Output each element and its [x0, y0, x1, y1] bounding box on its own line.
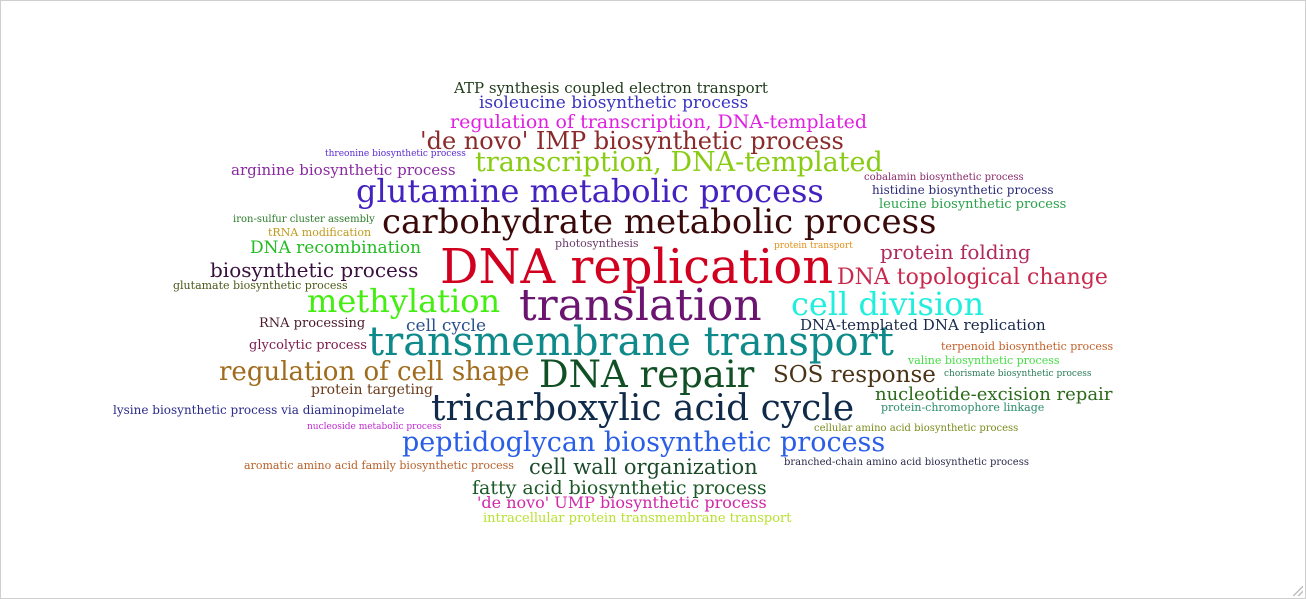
word-cobalamin-biosynthetic-process: cobalamin biosynthetic process — [864, 172, 1024, 183]
word-protein-chromophore-linkage: protein-chromophore linkage — [881, 401, 1045, 414]
word-de-novo-ump-biosynthetic-process: 'de novo' UMP biosynthetic process — [477, 493, 767, 512]
word-fatty-acid-biosynthetic-process: fatty acid biosynthetic process — [472, 477, 767, 499]
word-methylation: methylation — [307, 282, 501, 320]
word-rna-processing: RNA processing — [259, 316, 366, 331]
word-glutamate-biosynthetic-process: glutamate biosynthetic process — [173, 279, 348, 292]
word-isoleucine-biosynthetic-process: isoleucine biosynthetic process — [479, 93, 749, 113]
word-regulation-of-transcription-dna-templated: regulation of transcription, DNA-templat… — [450, 111, 868, 133]
word-threonine-biosynthetic-process: threonine biosynthetic process — [325, 149, 466, 159]
word-lysine-biosynthetic-process-via-diaminopimelate: lysine biosynthetic process via diaminop… — [113, 403, 405, 417]
word-transmembrane-transport: transmembrane transport — [368, 319, 894, 365]
word-dna-recombination: DNA recombination — [250, 238, 422, 258]
word-histidine-biosynthetic-process: histidine biosynthetic process — [872, 183, 1054, 197]
word-cell-cycle: cell cycle — [406, 316, 487, 336]
word-dna-templated-dna-replication: DNA-templated DNA replication — [800, 316, 1046, 334]
word-chorismate-biosynthetic-process: chorismate biosynthetic process — [944, 369, 1092, 379]
word-biosynthetic-process: biosynthetic process — [210, 258, 419, 282]
word-terpenoid-biosynthetic-process: terpenoid biosynthetic process — [941, 340, 1114, 353]
word-carbohydrate-metabolic-process: carbohydrate metabolic process — [382, 202, 937, 242]
word-photosynthesis: photosynthesis — [555, 237, 639, 250]
word-atp-synthesis-coupled-electron-transport: ATP synthesis coupled electron transport — [454, 79, 768, 97]
resize-grip-icon[interactable] — [1293, 586, 1303, 596]
word-translation: translation — [519, 280, 762, 331]
word-dna-topological-change: DNA topological change — [837, 265, 1108, 290]
word-cellular-amino-acid-biosynthetic-process: cellular amino acid biosynthetic process — [814, 423, 1019, 434]
word-protein-transport: protein transport — [774, 241, 853, 251]
word-de-novo-imp-biosynthetic-process: 'de novo' IMP biosynthetic process — [420, 127, 844, 155]
word-protein-folding: protein folding — [880, 240, 1031, 264]
word-tricarboxylic-acid-cycle: tricarboxylic acid cycle — [431, 388, 855, 429]
word-trna-modification: tRNA modification — [268, 226, 372, 239]
word-nucleoside-metabolic-process: nucleoside metabolic process — [307, 422, 442, 432]
word-aromatic-amino-acid-family-biosynthetic-process: aromatic amino acid family biosynthetic … — [244, 459, 514, 472]
word-branched-chain-amino-acid-biosynthetic-process: branched-chain amino acid biosynthetic p… — [784, 457, 1029, 468]
word-dna-replication: DNA replication — [440, 239, 834, 295]
word-sos-response: SOS response — [773, 362, 936, 388]
word-nucleotide-excision-repair: nucleotide-excision repair — [875, 384, 1113, 405]
word-glycolytic-process: glycolytic process — [249, 338, 367, 353]
word-arginine-biosynthetic-process: arginine biosynthetic process — [231, 161, 456, 179]
word-intracellular-protein-transmembrane-transport: intracellular protein transmembrane tran… — [483, 511, 792, 526]
word-regulation-of-cell-shape: regulation of cell shape — [219, 357, 530, 387]
word-glutamine-metabolic-process: glutamine metabolic process — [356, 172, 824, 210]
word-dna-repair: DNA repair — [539, 353, 755, 396]
word-cell-division: cell division — [791, 285, 985, 323]
word-iron-sulfur-cluster-assembly: iron-sulfur cluster assembly — [233, 214, 375, 225]
word-protein-targeting: protein targeting — [311, 382, 433, 398]
word-cell-wall-organization: cell wall organization — [529, 455, 758, 479]
word-peptidoglycan-biosynthetic-process: peptidoglycan biosynthetic process — [402, 427, 886, 458]
word-valine-biosynthetic-process: valine biosynthetic process — [908, 354, 1060, 367]
word-transcription-dna-templated: transcription, DNA-templated — [475, 147, 883, 178]
word-leucine-biosynthetic-process: leucine biosynthetic process — [879, 197, 1067, 212]
